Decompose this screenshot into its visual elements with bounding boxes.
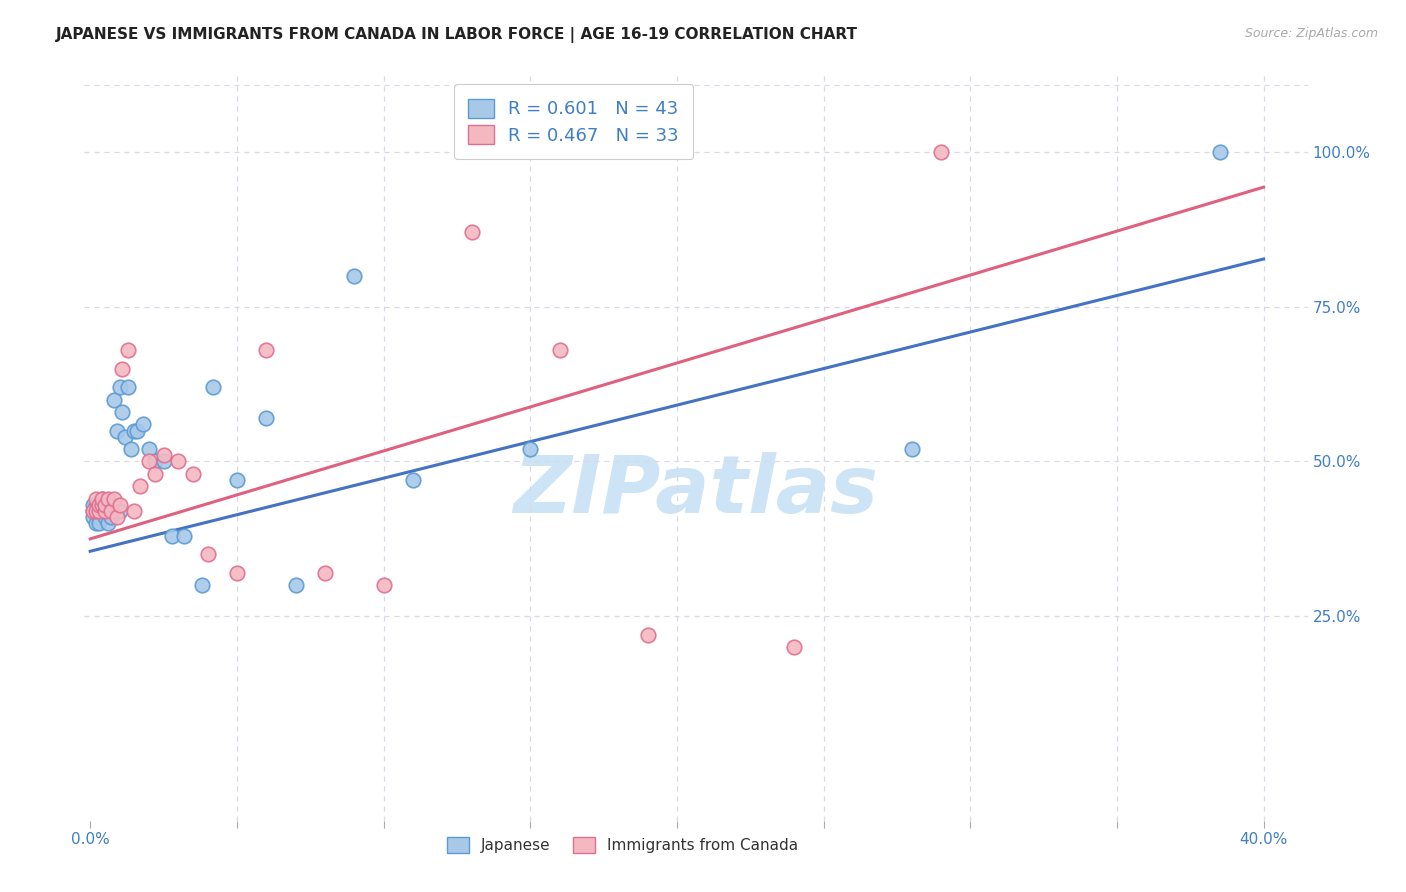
Point — [105, 510, 128, 524]
Point — [225, 473, 247, 487]
Point — [402, 473, 425, 487]
Point — [162, 529, 184, 543]
Point — [929, 145, 952, 159]
Point — [94, 510, 117, 524]
Point — [94, 504, 117, 518]
Point — [87, 504, 110, 518]
Point — [84, 504, 107, 518]
Point — [548, 343, 571, 357]
Point — [129, 479, 152, 493]
Point — [87, 498, 110, 512]
Point — [637, 628, 659, 642]
Point — [100, 504, 122, 518]
Point — [460, 225, 482, 239]
Point — [97, 498, 120, 512]
Point — [343, 268, 366, 283]
Point — [108, 498, 131, 512]
Point — [127, 424, 149, 438]
Point — [87, 510, 110, 524]
Point — [117, 380, 139, 394]
Point — [225, 566, 247, 580]
Text: JAPANESE VS IMMIGRANTS FROM CANADA IN LABOR FORCE | AGE 16-19 CORRELATION CHART: JAPANESE VS IMMIGRANTS FROM CANADA IN LA… — [56, 27, 858, 43]
Point — [143, 454, 166, 468]
Point — [138, 442, 160, 456]
Point — [94, 504, 117, 518]
Point — [114, 430, 136, 444]
Point — [94, 498, 117, 512]
Point — [783, 640, 806, 655]
Point — [152, 454, 174, 468]
Point — [284, 578, 307, 592]
Point — [100, 510, 122, 524]
Point — [100, 498, 122, 512]
Point — [122, 504, 145, 518]
Point — [91, 504, 114, 518]
Point — [91, 491, 114, 506]
Point — [97, 516, 120, 531]
Legend: Japanese, Immigrants from Canada: Japanese, Immigrants from Canada — [441, 831, 804, 860]
Point — [82, 510, 104, 524]
Point — [87, 516, 110, 531]
Point — [82, 504, 104, 518]
Point — [373, 578, 395, 592]
Point — [108, 504, 131, 518]
Point — [111, 361, 134, 376]
Point — [103, 491, 125, 506]
Point — [143, 467, 166, 481]
Point — [173, 529, 195, 543]
Point — [197, 547, 219, 561]
Point — [91, 491, 114, 506]
Point — [152, 448, 174, 462]
Point — [202, 380, 225, 394]
Point — [82, 504, 104, 518]
Point — [1208, 145, 1230, 159]
Point — [190, 578, 212, 592]
Point — [138, 454, 160, 468]
Point — [108, 380, 131, 394]
Point — [87, 498, 110, 512]
Point — [254, 411, 277, 425]
Point — [254, 343, 277, 357]
Point — [117, 343, 139, 357]
Point — [122, 424, 145, 438]
Point — [103, 392, 125, 407]
Point — [105, 424, 128, 438]
Point — [167, 454, 190, 468]
Point — [181, 467, 204, 481]
Text: ZIPatlas: ZIPatlas — [513, 452, 879, 530]
Point — [120, 442, 142, 456]
Point — [84, 491, 107, 506]
Point — [82, 498, 104, 512]
Point — [111, 405, 134, 419]
Point — [84, 498, 107, 512]
Point — [132, 417, 155, 432]
Text: Source: ZipAtlas.com: Source: ZipAtlas.com — [1244, 27, 1378, 40]
Point — [314, 566, 336, 580]
Point — [84, 504, 107, 518]
Point — [84, 516, 107, 531]
Point — [91, 498, 114, 512]
Point — [519, 442, 541, 456]
Point — [900, 442, 922, 456]
Point — [97, 491, 120, 506]
